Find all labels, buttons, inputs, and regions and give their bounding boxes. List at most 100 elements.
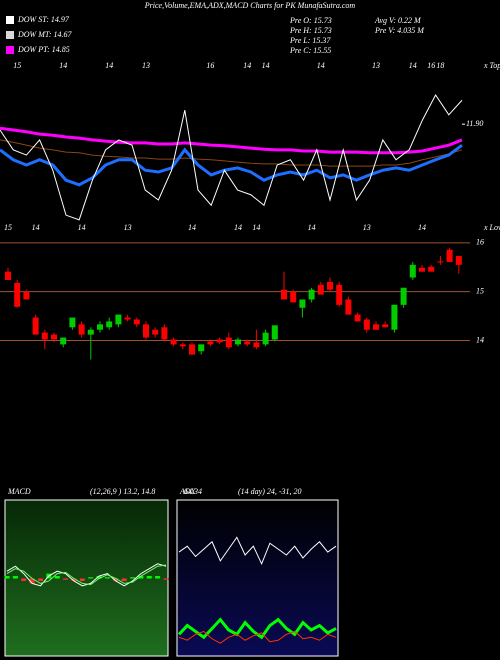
candle-body <box>400 287 407 305</box>
date-label: 13 <box>142 61 150 70</box>
legend-swatch <box>6 31 14 39</box>
panel-subtitle: (14 day) 24, -31, 20 <box>238 487 302 496</box>
date-label: 14 <box>59 61 67 70</box>
y-tick-label: 16 <box>476 238 484 247</box>
histogram-bar <box>79 578 85 581</box>
stat: Avg V: 0.22 M <box>374 16 422 25</box>
date-label: 13 <box>363 223 371 232</box>
candle-body <box>373 324 379 330</box>
candle-body <box>363 319 370 330</box>
date-label: 14 <box>32 223 40 232</box>
candle-body <box>179 344 186 347</box>
candle-body <box>253 342 260 348</box>
legend-label: DOW PT: 14.85 <box>17 45 70 54</box>
legend-swatch <box>6 16 14 24</box>
stat: Pre L: 15.37 <box>289 36 331 45</box>
macd-line <box>6 564 167 586</box>
candle-body <box>244 341 251 345</box>
legend-label: DOW MT: 14.67 <box>17 30 73 39</box>
histogram-bar <box>96 576 102 579</box>
histogram-bar <box>163 578 169 580</box>
candle-body <box>51 334 57 340</box>
candle-body <box>299 299 306 308</box>
candle-body <box>143 324 149 338</box>
candle-body <box>14 282 21 307</box>
date-label: 18 <box>436 61 444 70</box>
y-tick-label: 11.90 <box>466 119 483 128</box>
date-label: 14 <box>418 223 426 232</box>
histogram-bar <box>4 576 10 579</box>
adx-line <box>178 630 337 644</box>
histogram-bar <box>146 576 152 579</box>
candle-body <box>152 329 159 335</box>
date-label: 14 <box>409 61 417 70</box>
date-label: 14 <box>243 61 251 70</box>
legend-label: DOW ST: 14.97 <box>17 15 70 24</box>
candle-body <box>87 329 94 335</box>
candle-body <box>428 266 435 272</box>
histogram-bar <box>71 578 77 581</box>
candle-body <box>225 337 232 348</box>
candle-body <box>170 339 177 345</box>
date-label: 14 <box>252 223 260 232</box>
candle-body <box>271 325 278 340</box>
histogram-bar <box>113 578 119 581</box>
macd-line <box>6 563 167 587</box>
stat: Pre H: 15.73 <box>289 26 332 35</box>
indicator-line <box>0 126 463 155</box>
candle-body <box>161 327 168 340</box>
date-label: 14 <box>78 223 86 232</box>
date-label: 16 <box>206 61 214 70</box>
histogram-bar <box>54 576 60 579</box>
candle-body <box>106 321 113 328</box>
macd-panel <box>4 499 169 657</box>
histogram-bar <box>104 577 110 579</box>
date-label: 15 <box>4 223 12 232</box>
indicator-line <box>0 94 463 221</box>
histogram-bar <box>88 577 94 579</box>
date-label: 13 <box>372 61 380 70</box>
candle-body <box>60 337 67 345</box>
candle-body <box>382 324 389 328</box>
date-label: 14 <box>262 61 270 70</box>
adx-line <box>178 536 337 566</box>
candle-body <box>419 267 425 272</box>
histogram-bar <box>21 578 27 581</box>
histogram-bar <box>63 578 69 580</box>
legend-swatch <box>6 46 14 54</box>
candle-body <box>446 249 453 262</box>
candle-body <box>69 317 76 328</box>
candle-body <box>23 291 30 300</box>
histogram-bar <box>121 578 127 581</box>
y-tick-label: 15 <box>476 286 484 295</box>
candle-body <box>216 339 223 343</box>
candle-body <box>262 332 269 345</box>
candle-body <box>133 319 140 325</box>
histogram-bar <box>12 576 18 579</box>
histogram-bar <box>138 576 144 579</box>
candle-body <box>317 284 324 295</box>
indicator-line <box>0 139 463 167</box>
date-label: 13 <box>124 223 132 232</box>
bottom-label: x Lowa <box>483 223 500 232</box>
date-label: 14 <box>317 61 325 70</box>
candle-body <box>345 299 352 315</box>
candle-body <box>354 314 361 322</box>
histogram-bar <box>37 578 43 581</box>
candle-body <box>281 289 287 300</box>
panel-title: ADX <box>179 487 197 496</box>
candle-body <box>78 324 85 335</box>
stat: Pre O: 15.73 <box>289 16 332 25</box>
candle-body <box>189 344 195 355</box>
histogram-bar <box>29 578 35 584</box>
candle-body <box>115 314 122 325</box>
candle-body <box>198 344 205 352</box>
date-label: 16 <box>427 61 435 70</box>
candle-body <box>5 271 11 280</box>
candle-body <box>327 281 333 290</box>
date-label: 14 <box>105 61 113 70</box>
candle-body <box>97 324 103 330</box>
histogram-bar <box>155 576 161 579</box>
candle-body <box>455 256 462 265</box>
